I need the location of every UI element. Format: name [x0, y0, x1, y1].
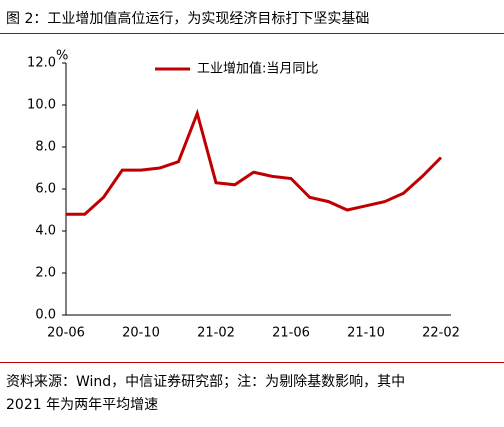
x-tick-label: 21-02: [197, 326, 235, 341]
line: [66, 108, 443, 216]
chart: % 0.0 2.0 4.0 6.0 8.0 10.0 12.0 20-06 20-10 21-02…: [27, 49, 460, 341]
source-line: 2021 年为两年平均增速: [6, 397, 159, 413]
y-tick-label: 8.0: [35, 140, 56, 155]
y-tick-label: 2.0: [35, 266, 56, 281]
x-tick-label: 20-06: [47, 326, 85, 341]
x-tick-label: 21-10: [347, 326, 385, 341]
x-tick-label: 22-02: [422, 326, 460, 341]
y-tick-label: 4.0: [35, 224, 56, 239]
y-tick-label: 12.0: [27, 56, 56, 71]
source-line: 资料来源：Wind，中信证券研究部；注：为剔除基数影响，其中: [6, 374, 406, 390]
y-tick-label: 10.0: [27, 98, 56, 113]
title-rule: [0, 33, 504, 34]
y-tick-label: 6.0: [35, 182, 56, 197]
x-tick-label: 21-06: [272, 326, 310, 341]
figure-title: 图 2：工业增加值高位运行，为实现经济目标打下坚实基础: [6, 11, 370, 27]
y-tick-label: 0.0: [35, 308, 56, 323]
unit-label: %: [56, 49, 68, 64]
source-rule: [0, 362, 504, 363]
x-tick-label: 20-10: [122, 326, 160, 341]
legend-label: 工业增加值:当月同比: [197, 61, 318, 77]
